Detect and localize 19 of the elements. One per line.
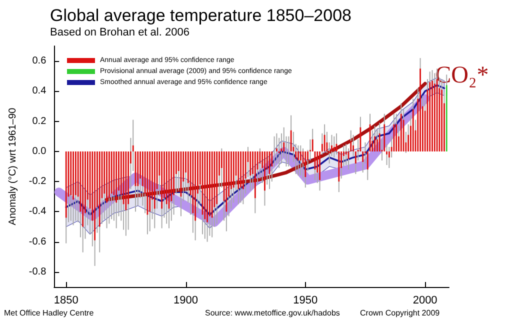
text: Met Office Hadley Centre xyxy=(4,308,94,318)
y-tick-label: 0.0 xyxy=(32,146,47,157)
x-tick-label: 1950 xyxy=(293,294,318,306)
y-tick-label: -0.2 xyxy=(28,176,47,188)
y-tick-label: 0.2 xyxy=(32,116,47,127)
text: Crown Copyright 2009 xyxy=(360,308,440,318)
x-tick-label: 1850 xyxy=(54,294,78,306)
series-label: CO₂* xyxy=(435,62,489,89)
y-tick-label: 0.4 xyxy=(32,86,47,97)
x-tick-label: 1900 xyxy=(174,294,198,306)
y-tick-label: -0.8 xyxy=(28,266,47,278)
chart-subtitle: Based on Brohan et al. 2006 xyxy=(50,26,190,38)
y-axis-title: Anomaly (°C) wrt 1961–90 xyxy=(8,107,18,226)
y-tick-label: -0.4 xyxy=(28,206,47,218)
y-tick-label: 0.6 xyxy=(32,56,47,67)
x-tick-label: 2000 xyxy=(412,294,438,306)
chart-title: Global average temperature 1850–2008 xyxy=(50,6,352,25)
y-tick-label: -0.6 xyxy=(28,236,47,248)
source-note: Source: www.metoffice.gov.uk/hadobs xyxy=(205,308,340,318)
